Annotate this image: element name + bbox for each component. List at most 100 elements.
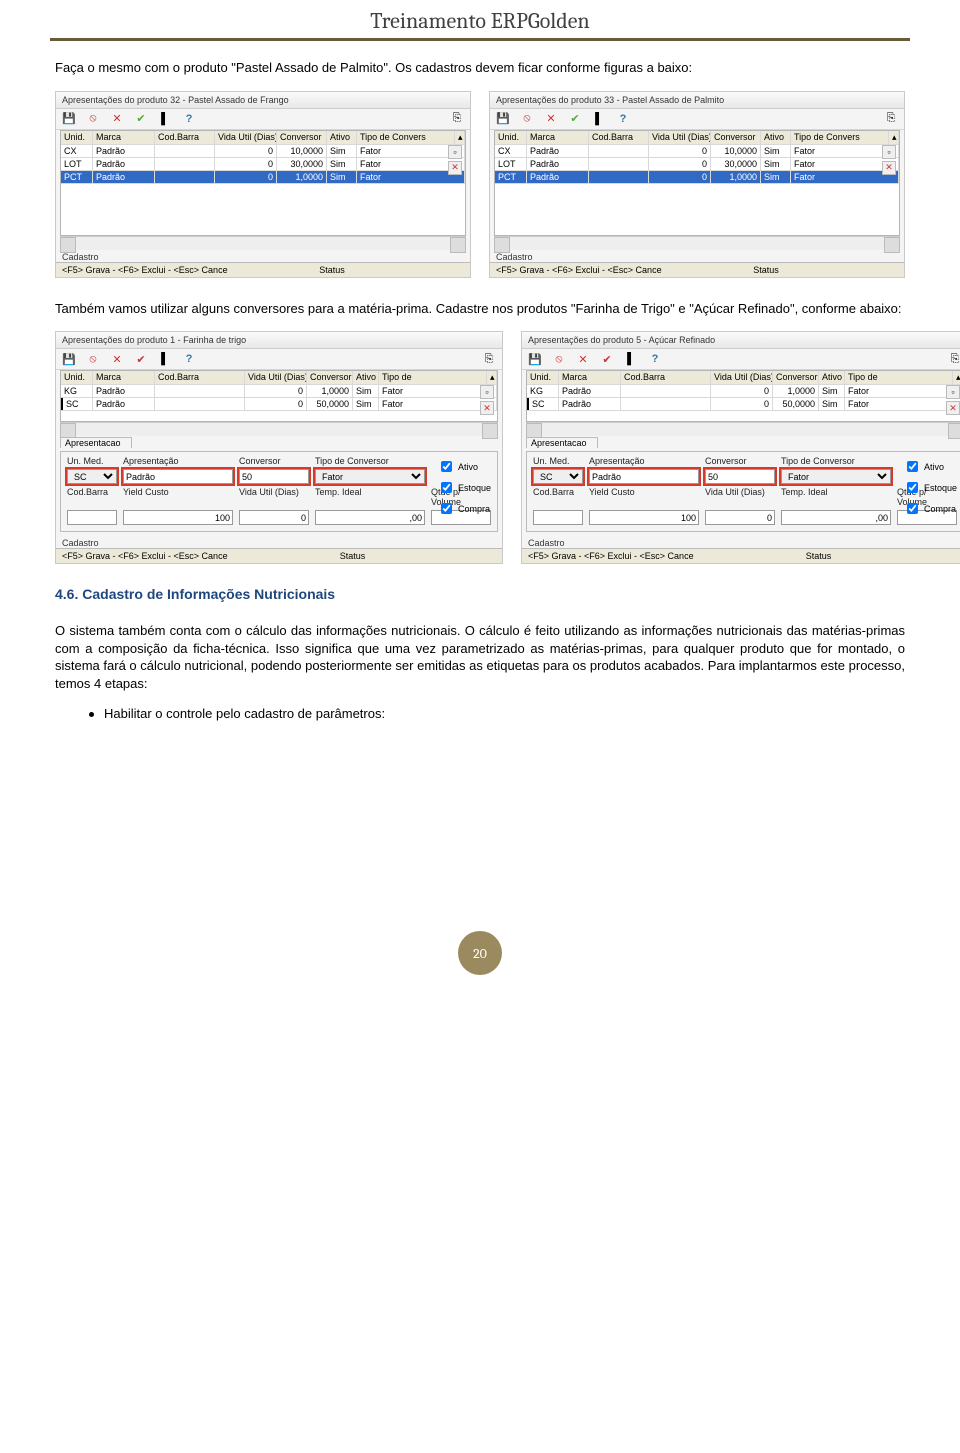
vida-input[interactable] (705, 510, 775, 525)
tipoconv-select[interactable]: Fator (781, 469, 891, 484)
grid-header: Unid. Marca Cod.Barra Vida Util (Dias) C… (61, 131, 465, 145)
unmed-select[interactable]: SC (67, 469, 117, 484)
help-icon[interactable]: ? (616, 112, 630, 126)
del-row-icon[interactable]: ✕ (946, 401, 960, 415)
chk-compra[interactable]: Compra (903, 500, 957, 517)
hscroll[interactable] (494, 236, 900, 250)
delete-icon[interactable]: ✕ (576, 352, 590, 366)
cancel-icon[interactable]: ⦸ (520, 112, 534, 126)
copy-icon[interactable]: ⎘ (450, 112, 464, 126)
ok-icon[interactable]: ✔ (600, 352, 614, 366)
doc-icon[interactable]: ▫ (448, 145, 462, 159)
table-row: CXPadrão010,0000SimFator (495, 145, 899, 158)
yield-input[interactable] (123, 510, 233, 525)
note-icon[interactable]: ▌ (158, 112, 172, 126)
section-heading: 4.6. Cadastro de Informações Nutricionai… (55, 586, 905, 602)
cancel-icon[interactable]: ⦸ (552, 352, 566, 366)
doc-icon[interactable]: ▫ (480, 385, 494, 399)
window-p33: Apresentações do produto 33 - Pastel Ass… (489, 91, 905, 278)
detail-panel: Un. Med. Apresentação Conversor Tipo de … (526, 451, 960, 532)
note-icon[interactable]: ▌ (624, 352, 638, 366)
note-icon[interactable]: ▌ (158, 352, 172, 366)
temp-input[interactable] (315, 510, 425, 525)
bullet-text: Habilitar o controle pelo cadastro de pa… (104, 706, 385, 721)
paragraph-2: Também vamos utilizar alguns conversores… (55, 300, 905, 318)
chk-compra[interactable]: Compra (437, 500, 491, 517)
hscroll[interactable] (526, 422, 960, 436)
bullet-item: Habilitar o controle pelo cadastro de pa… (89, 706, 905, 721)
window-p1: Apresentações do produto 1 - Farinha de … (55, 331, 503, 564)
yield-input[interactable] (589, 510, 699, 525)
cancel-icon[interactable]: ⦸ (86, 352, 100, 366)
temp-input[interactable] (781, 510, 891, 525)
doc-icon[interactable]: ▫ (882, 145, 896, 159)
copy-icon[interactable]: ⎘ (884, 112, 898, 126)
copy-icon[interactable]: ⎘ (948, 352, 960, 366)
table-row: LOTPadrão030,0000SimFator (495, 158, 899, 171)
unmed-select[interactable]: SC (533, 469, 583, 484)
apres-input[interactable] (123, 469, 233, 484)
cadastro-label: Cadastro (522, 536, 960, 548)
paragraph-3: O sistema também conta com o cálculo das… (55, 622, 905, 692)
hscroll[interactable] (60, 236, 466, 250)
del-row-icon[interactable]: ✕ (882, 161, 896, 175)
window-p32: Apresentações do produto 32 - Pastel Ass… (55, 91, 471, 278)
chk-ativo[interactable]: Ativo (903, 458, 957, 475)
save-icon[interactable]: 💾 (62, 352, 76, 366)
table-row: PCTPadrão01,0000SimFator (495, 171, 899, 184)
codbarra-input[interactable] (533, 510, 583, 525)
vida-input[interactable] (239, 510, 309, 525)
status-bar: <F5> Grava - <F6> Exclui - <Esc> CanceSt… (56, 262, 470, 277)
tipoconv-select[interactable]: Fator (315, 469, 425, 484)
ok-icon[interactable]: ✔ (134, 112, 148, 126)
hscroll[interactable] (60, 422, 498, 436)
paragraph-1: Faça o mesmo com o produto "Pastel Assad… (55, 59, 905, 77)
ok-icon[interactable]: ✔ (134, 352, 148, 366)
del-row-icon[interactable]: ✕ (480, 401, 494, 415)
bullet-icon (89, 712, 94, 717)
help-icon[interactable]: ? (182, 112, 196, 126)
cadastro-label: Cadastro (56, 536, 502, 548)
doc-icon[interactable]: ▫ (946, 385, 960, 399)
window-p5: Apresentações do produto 5 - Açúcar Refi… (521, 331, 960, 564)
window-title: Apresentações do produto 33 - Pastel Ass… (490, 92, 904, 109)
del-row-icon[interactable]: ✕ (448, 161, 462, 175)
tab-apresentacao[interactable]: Apresentacao (526, 437, 598, 448)
help-icon[interactable]: ? (648, 352, 662, 366)
note-icon[interactable]: ▌ (592, 112, 606, 126)
grid: Unid. Marca Cod.Barra Vida Util (Dias) C… (60, 130, 466, 236)
table-row: KGPadrão01,0000SimFator (527, 385, 960, 398)
tab-apresentacao[interactable]: Apresentacao (60, 437, 132, 448)
table-row: LOTPadrão030,0000SimFator (61, 158, 465, 171)
delete-icon[interactable]: ✕ (110, 352, 124, 366)
help-icon[interactable]: ? (182, 352, 196, 366)
detail-panel: Un. Med. Apresentação Conversor Tipo de … (60, 451, 498, 532)
conv-input[interactable] (705, 469, 775, 484)
cancel-icon[interactable]: ⦸ (86, 112, 100, 126)
chk-estoque[interactable]: Estoque (903, 479, 957, 496)
table-row: CXPadrão010,0000SimFator (61, 145, 465, 158)
codbarra-input[interactable] (67, 510, 117, 525)
table-row: SCPadrão050,0000SimFator (61, 398, 497, 411)
chk-ativo[interactable]: Ativo (437, 458, 491, 475)
ok-icon[interactable]: ✔ (568, 112, 582, 126)
save-icon[interactable]: 💾 (528, 352, 542, 366)
copy-icon[interactable]: ⎘ (482, 352, 496, 366)
window-title: Apresentações do produto 32 - Pastel Ass… (56, 92, 470, 109)
toolbar: 💾 ⦸ ✕ ✔ ▌ ? ⎘ (490, 109, 904, 130)
page-header-title: Treinamento ERPGolden (370, 8, 589, 34)
delete-icon[interactable]: ✕ (110, 112, 124, 126)
conv-input[interactable] (239, 469, 309, 484)
table-row: KGPadrão01,0000SimFator (61, 385, 497, 398)
delete-icon[interactable]: ✕ (544, 112, 558, 126)
window-title: Apresentações do produto 5 - Açúcar Refi… (522, 332, 960, 349)
cadastro-label: Cadastro (490, 250, 904, 262)
page-number-badge: 20 (458, 931, 502, 975)
cadastro-label: Cadastro (56, 250, 470, 262)
save-icon[interactable]: 💾 (62, 112, 76, 126)
window-title: Apresentações do produto 1 - Farinha de … (56, 332, 502, 349)
apres-input[interactable] (589, 469, 699, 484)
save-icon[interactable]: 💾 (496, 112, 510, 126)
chk-estoque[interactable]: Estoque (437, 479, 491, 496)
table-row: PCTPadrão01,0000SimFator (61, 171, 465, 184)
